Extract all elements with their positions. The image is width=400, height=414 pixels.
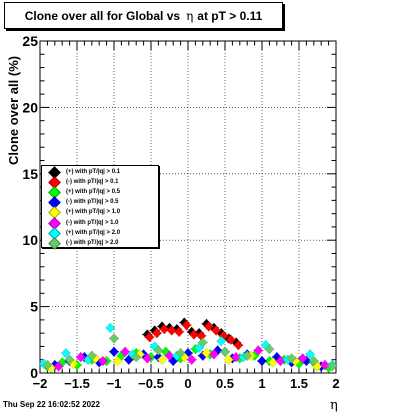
data-point: [308, 355, 319, 367]
data-point: [42, 359, 53, 371]
data-point: [233, 339, 244, 351]
axis-ticks: [39, 40, 337, 374]
legend-label: (-) with pT/|q| > 0.1: [66, 179, 119, 186]
data-point: [211, 325, 221, 336]
data-point: [175, 347, 186, 359]
data-point: [166, 325, 177, 336]
legend-label: (-) with pT/|q| > 1.0: [66, 219, 119, 226]
data-point: [144, 331, 155, 343]
legend-label: (+) with pT/|q| > 1.0: [66, 209, 121, 216]
legend-entry: (-) with pT/|q| > 2.0: [42, 236, 158, 250]
data-point: [286, 353, 297, 364]
data-point: [220, 346, 230, 358]
legend-entry: (-) with pT/|q| > 0.5: [42, 196, 158, 210]
legend-entry: (+) with pT/|q| > 0.1: [42, 166, 158, 179]
y-tick-label: 20: [22, 99, 38, 115]
x-tick-label: 2: [332, 376, 339, 391]
data-point: [159, 323, 170, 335]
legend-label: (+) with pT/|q| > 0.5: [66, 189, 121, 196]
timestamp: Thu Sep 22 16:02:52 2022: [3, 400, 100, 409]
x-tick-label: 1: [258, 376, 265, 391]
data-point: [223, 354, 234, 366]
data-point: [231, 351, 241, 363]
data-point: [181, 319, 192, 331]
series-6: [53, 345, 330, 372]
data-point: [152, 327, 162, 339]
y-tick-label: 15: [22, 166, 38, 182]
data-point: [64, 354, 75, 366]
y-tick-label: 10: [22, 232, 38, 248]
x-tick-label: −1.5: [64, 376, 90, 391]
data-point: [61, 347, 71, 359]
data-point: [109, 346, 119, 358]
x-tick-label: 1.5: [290, 376, 308, 391]
data-point: [98, 355, 108, 367]
y-tick-label: 5: [30, 299, 38, 315]
data-point: [75, 351, 86, 363]
y-tick-label: 0: [30, 365, 38, 381]
data-point: [257, 355, 267, 367]
data-points: [38, 317, 338, 374]
x-tick-label: −0.5: [138, 376, 164, 391]
x-tick-label: −2: [33, 376, 48, 391]
legend-label: (-) with pT/|q| > 0.5: [66, 199, 119, 206]
legend-entry: (+) with pT/|q| > 1.0: [42, 206, 158, 220]
data-point: [201, 347, 212, 359]
grid-lines: [40, 41, 336, 373]
legend-label: (+) with pT/|q| > 0.1: [66, 169, 121, 176]
x-tick-label: 0.5: [216, 376, 234, 391]
chart-title: Clone over all for Global vs η at pT > 0…: [4, 2, 283, 29]
data-point: [327, 360, 338, 372]
series-2: [144, 319, 244, 351]
legend-entry: (+) with pT/|q| > 2.0: [42, 226, 158, 240]
data-point: [216, 335, 227, 347]
data-point: [109, 333, 119, 344]
data-point: [242, 350, 253, 362]
x-tick-label: −1: [107, 376, 122, 391]
data-point: [131, 351, 142, 363]
chart-title-suffix: at pT > 0.11: [197, 8, 263, 23]
data-point: [142, 353, 153, 364]
data-point: [197, 337, 208, 348]
data-point: [226, 334, 236, 346]
data-point: [186, 354, 197, 366]
data-point: [164, 350, 175, 362]
y-tick-label: 25: [22, 33, 38, 49]
series-8: [42, 333, 338, 372]
data-point: [209, 349, 219, 360]
y-axis-label: Clone over all (%): [6, 55, 21, 165]
legend-entry: (-) with pT/|q| > 1.0: [42, 216, 158, 230]
data-point: [53, 360, 64, 372]
legend-label: (-) with pT/|q| > 2.0: [66, 239, 119, 246]
chart-title-eta: η: [186, 8, 194, 23]
chart-title-prefix: Clone over all for Global vs: [24, 8, 181, 23]
data-point: [112, 355, 123, 367]
data-point: [189, 329, 199, 340]
data-point: [174, 326, 184, 338]
legend-marker: [42, 236, 66, 250]
legend-entry: (+) with pT/|q| > 0.5: [42, 186, 158, 200]
data-point: [305, 349, 315, 360]
data-point: [264, 343, 275, 355]
legend: (+) with pT/|q| > 0.1 (-) with pT/|q| > 0…: [41, 165, 159, 250]
data-point: [203, 321, 214, 332]
data-point: [157, 354, 167, 366]
data-point: [320, 359, 330, 371]
legend-entry: (-) with pT/|q| > 0.1: [42, 176, 158, 190]
x-tick-label: 0: [184, 376, 191, 391]
data-point: [253, 345, 264, 356]
x-axis-label: η: [330, 398, 338, 413]
data-point: [120, 346, 130, 358]
data-point: [86, 350, 97, 362]
data-point: [105, 322, 116, 334]
legend-label: (+) with pT/|q| > 2.0: [66, 229, 121, 236]
data-point: [297, 353, 308, 364]
data-point: [153, 345, 164, 356]
